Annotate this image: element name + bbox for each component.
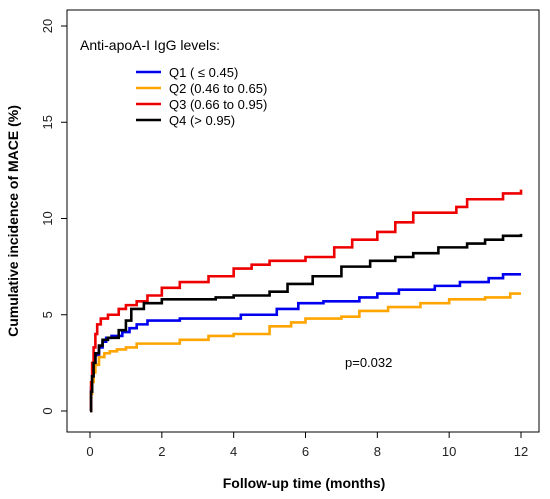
y-axis-title: Cumulative incidence of MACE (%) <box>5 105 21 337</box>
p-value-annotation: p=0.032 <box>345 355 392 370</box>
x-tick-label: 4 <box>230 444 237 459</box>
legend-label-q4: Q4 (> 0.95) <box>169 113 235 128</box>
legend-label-q2: Q2 (0.46 to 0.65) <box>169 81 267 96</box>
x-tick-label: 10 <box>442 444 456 459</box>
x-tick-label: 8 <box>374 444 381 459</box>
series-line-q3 <box>89 189 523 413</box>
x-axis-title: Follow-up time (months) <box>223 475 386 491</box>
series-line-q4 <box>89 233 523 413</box>
series-line-q1 <box>89 273 521 413</box>
legend-label-q1: Q1 ( ≤ 0.45) <box>169 65 238 80</box>
legend: Q1 ( ≤ 0.45)Q2 (0.46 to 0.65)Q3 (0.66 to… <box>136 65 267 128</box>
x-tick-label: 2 <box>158 444 165 459</box>
series-line-q2 <box>89 292 521 413</box>
y-axis: 0 5 10 15 20 <box>40 19 68 415</box>
series-layer <box>89 189 523 413</box>
x-tick-label: 0 <box>86 444 93 459</box>
x-tick-label: 6 <box>302 444 309 459</box>
x-tick-label: 12 <box>514 444 528 459</box>
x-axis: 0 2 4 6 8 10 12 <box>86 431 528 459</box>
legend-title: Anti-apoA-I IgG levels: <box>80 37 220 53</box>
y-tick-label: 0 <box>40 407 55 414</box>
y-tick-label: 10 <box>40 211 55 225</box>
y-tick-label: 20 <box>40 19 55 33</box>
legend-label-q3: Q3 (0.66 to 0.95) <box>169 97 267 112</box>
plot-frame <box>66 9 540 433</box>
y-tick-label: 5 <box>40 311 55 318</box>
y-tick-label: 15 <box>40 115 55 129</box>
